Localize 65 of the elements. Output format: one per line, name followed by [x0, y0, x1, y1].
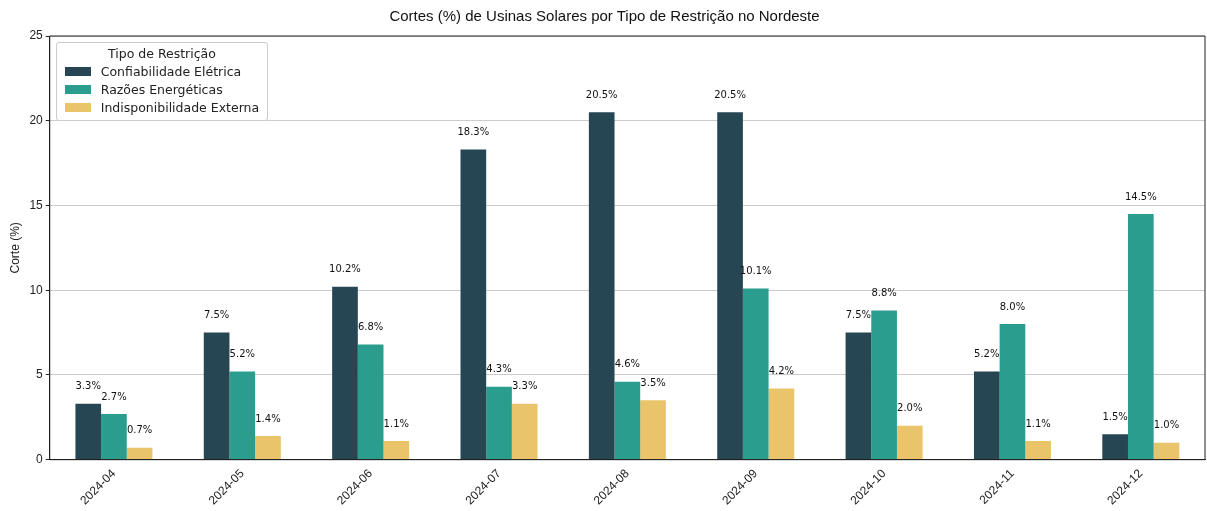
- data-label: 7.5%: [845, 309, 872, 321]
- data-label: 2.0%: [897, 402, 923, 414]
- bar: [973, 371, 1000, 460]
- y-tick-label: 25: [29, 28, 44, 43]
- data-label: 6.8%: [357, 321, 384, 333]
- chart-title: Cortes (%) de Usinas Solares por Tipo de Restrição no Nordeste: [389, 7, 820, 25]
- bar: [511, 403, 538, 460]
- y-tick-label: 20: [29, 113, 44, 128]
- y-tick-label: 0: [36, 451, 44, 466]
- data-label: 0.7%: [126, 424, 153, 436]
- bar: [126, 447, 153, 460]
- data-label: 14.5%: [1124, 190, 1157, 202]
- data-label: 5.2%: [974, 348, 1000, 360]
- data-label: 1.1%: [383, 417, 410, 429]
- bar: [1127, 213, 1154, 460]
- y-tick-label: 10: [29, 282, 44, 297]
- bar: [871, 310, 897, 460]
- y-axis-title: Corte (%): [7, 222, 22, 274]
- bar: [999, 324, 1026, 460]
- bar: [75, 403, 102, 460]
- data-label: 4.2%: [768, 365, 795, 377]
- data-label: 20.5%: [714, 88, 746, 100]
- data-label: 4.3%: [486, 363, 512, 375]
- data-label: 2.7%: [101, 390, 127, 402]
- data-label: 8.0%: [999, 300, 1026, 312]
- bar: [1153, 442, 1180, 460]
- legend-label: Razões Energéticas: [100, 81, 223, 97]
- bar: [383, 441, 410, 460]
- data-label: 1.4%: [255, 412, 281, 424]
- bar: [255, 435, 281, 460]
- bar: [1102, 434, 1128, 460]
- bar: [717, 112, 743, 460]
- bar: [896, 425, 923, 460]
- bar: [845, 332, 872, 460]
- bar: [332, 286, 358, 460]
- bar: [229, 371, 256, 460]
- legend-label: Confiabilidade Elétrica: [100, 63, 242, 79]
- data-label: 18.3%: [457, 126, 490, 138]
- bar: [1025, 441, 1051, 460]
- bar: [460, 149, 487, 460]
- bar: [101, 413, 127, 460]
- data-label: 3.3%: [75, 380, 101, 392]
- data-label: 1.0%: [1153, 419, 1180, 431]
- y-tick-label: 5: [36, 367, 44, 382]
- bar: [768, 388, 795, 460]
- bar: [614, 381, 641, 460]
- bar: [742, 288, 769, 460]
- bar: [203, 332, 230, 460]
- data-label: 3.3%: [511, 380, 538, 392]
- data-label: 1.5%: [1102, 410, 1128, 422]
- bar: [357, 344, 384, 460]
- bar: [486, 386, 512, 460]
- y-tick-label: 15: [29, 197, 44, 212]
- bar: [588, 112, 615, 460]
- data-label: 5.2%: [229, 348, 255, 360]
- legend-title: Tipo de Restrição: [107, 46, 217, 61]
- data-label: 4.6%: [614, 358, 641, 370]
- bar: [640, 400, 666, 460]
- data-label: 1.1%: [1025, 417, 1051, 429]
- data-label: 8.8%: [871, 287, 897, 299]
- data-label: 20.5%: [585, 88, 618, 100]
- data-label: 3.5%: [640, 376, 666, 388]
- data-label: 7.5%: [203, 309, 230, 321]
- data-label: 10.2%: [329, 263, 361, 275]
- legend-label: Indisponibilidade Externa: [100, 99, 260, 115]
